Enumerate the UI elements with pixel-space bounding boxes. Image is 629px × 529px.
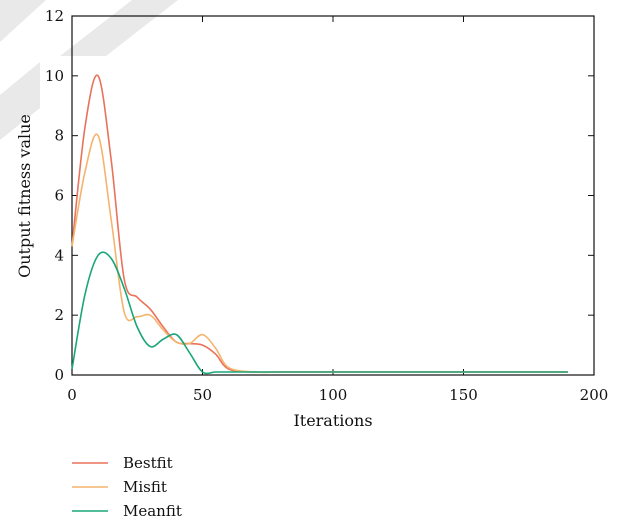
x-tick-label: 50 [193,386,212,404]
series-lines [71,74,568,375]
y-tick-label: 12 [45,7,64,25]
legend-label-bestfit: Bestfit [123,454,173,472]
y-axis-ticks: 0 2 4 6 8 10 12 [45,7,594,384]
y-tick-label: 4 [54,246,64,264]
x-axis-ticks: 0 50 100 150 200 [67,16,608,404]
plot-frame [71,15,595,376]
legend-label-misfit: Misfit [123,478,167,496]
y-tick-label: 10 [45,67,64,85]
series-line-meanfit [71,251,568,375]
x-tick-label: 200 [580,386,609,404]
legend: Bestfit Misfit Meanfit [72,454,182,520]
series-line-misfit [71,133,568,374]
y-tick-label: 0 [54,366,64,384]
x-tick-label: 150 [449,386,478,404]
y-tick-label: 6 [54,187,64,205]
x-axis-title: Iterations [293,411,372,430]
x-tick-label: 0 [67,386,77,404]
x-tick-label: 100 [319,386,348,404]
series-line-bestfit [71,74,568,374]
y-axis-title: Output fitness value [15,114,34,278]
watermark-stripes [0,0,178,140]
legend-label-meanfit: Meanfit [123,502,182,520]
y-tick-label: 2 [54,306,64,324]
y-tick-label: 8 [54,127,64,145]
